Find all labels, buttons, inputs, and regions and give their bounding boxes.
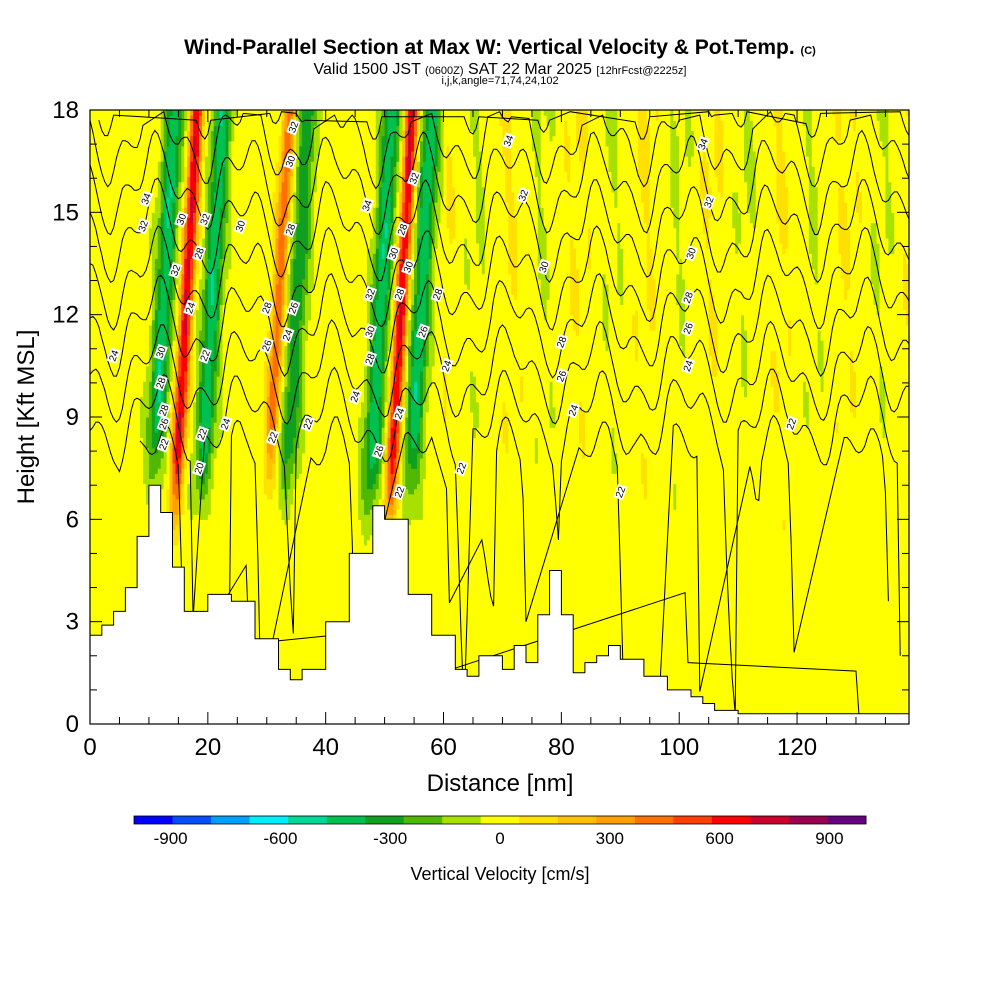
cross-section-chart: 3432 30 32 3028322424 3028222826222224203230… — [0, 0, 1000, 1000]
